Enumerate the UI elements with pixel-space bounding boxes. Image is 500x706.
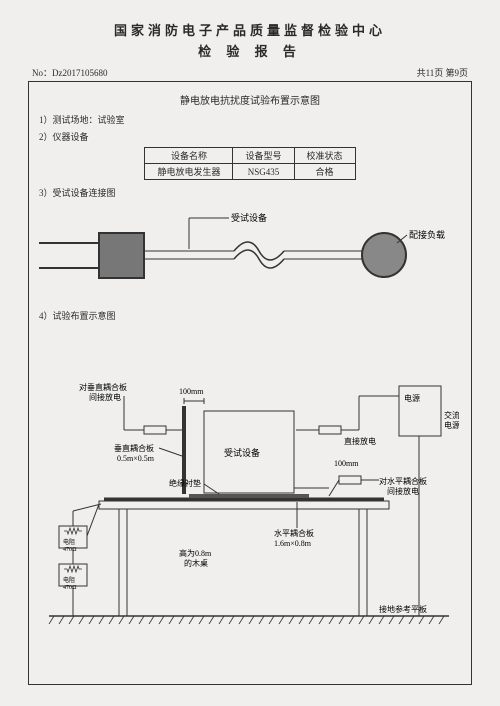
section-2-label: 2）仪器设备 — [39, 130, 461, 143]
hcp-note2: 间接放电 — [387, 486, 419, 496]
td-model: NSG435 — [233, 164, 294, 180]
ground-plane — [49, 616, 449, 624]
meta-row: No：Dz2017105680 共11页 第9页 — [28, 66, 472, 79]
power-ac1: 交流 — [444, 410, 459, 420]
load-circle — [362, 233, 406, 277]
th-status: 校准状态 — [294, 148, 355, 164]
table-row: 静电放电发生器 NSG435 合格 — [145, 164, 355, 180]
no-value: Dz2017105680 — [52, 68, 108, 78]
dim-100-top: 100mm — [179, 387, 204, 396]
s-curve — [234, 242, 284, 260]
hcp-note1: 对水平耦合板 — [379, 476, 427, 486]
hcp-label: 水平耦合板 — [274, 528, 314, 538]
table-h1: 高为0.8m — [179, 548, 212, 558]
report-title: 检 验 报 告 — [28, 41, 472, 60]
table-top — [99, 501, 389, 509]
esd-gun-hcp — [339, 476, 361, 484]
table-h2: 的木桌 — [184, 558, 208, 568]
table-row: 设备名称 设备型号 校准状态 — [145, 148, 355, 164]
org-title: 国家消防电子产品质量监督检验中心 — [28, 20, 472, 39]
ground-label: 接地参考平板 — [379, 604, 427, 614]
leader — [159, 448, 182, 456]
power-label: 电源 — [404, 393, 420, 403]
connection-diagram: 受试设备 配接负载 — [39, 203, 461, 305]
esd-gun-direct — [319, 426, 341, 434]
table-leg — [359, 509, 367, 616]
res-label: 电阻 — [63, 576, 75, 584]
table-leg — [119, 509, 127, 616]
hcp-size: 1.6m×0.8m — [274, 539, 312, 548]
report-page: 国家消防电子产品质量监督检验中心 检 验 报 告 No：Dz2017105680… — [28, 20, 472, 686]
td-name: 静电放电发生器 — [145, 164, 233, 180]
section-4-label: 4）试验布置示意图 — [39, 309, 461, 322]
section-1: 1）测试场地：试验室 — [39, 113, 461, 126]
power-ac2: 电源 — [444, 420, 459, 430]
equipment-table: 设备名称 设备型号 校准状态 静电放电发生器 NSG435 合格 — [144, 147, 355, 180]
vcp-note2: 间接放电 — [89, 392, 121, 402]
page-header: 国家消防电子产品质量监督检验中心 检 验 报 告 — [28, 20, 472, 60]
th-name: 设备名称 — [145, 148, 233, 164]
dut-block — [99, 233, 144, 278]
dut-label: 受试设备 — [224, 447, 260, 458]
wire — [87, 504, 99, 536]
dim-100-r: 100mm — [334, 459, 359, 468]
vcp-label: 垂直耦合板 — [114, 443, 154, 453]
insulating-pad — [189, 494, 309, 498]
doc-number: No：Dz2017105680 — [32, 66, 108, 79]
direct-label: 直接放电 — [344, 436, 376, 446]
res-val: 470Ω — [63, 585, 77, 591]
page-info: 共11页 第9页 — [417, 66, 468, 79]
load-label: 配接负载 — [409, 229, 445, 240]
vcp-size: 0.5m×0.5m — [117, 454, 155, 463]
s-curve — [234, 250, 284, 268]
th-model: 设备型号 — [233, 148, 294, 164]
no-label: No： — [32, 68, 52, 78]
vcp-note1: 对垂直耦合板 — [79, 382, 127, 392]
content-frame: 静电放电抗扰度试验布置示意图 1）测试场地：试验室 2）仪器设备 设备名称 设备… — [28, 81, 472, 685]
res-label: 电阻 — [63, 538, 75, 546]
s1-value: 试验室 — [98, 115, 125, 125]
res-val: 470Ω — [63, 547, 77, 553]
setup-diagram: 接地参考平板 受试设备 100mm — [39, 326, 461, 638]
td-status: 合格 — [294, 164, 355, 180]
esd-gun-left — [144, 426, 166, 434]
section-3-label: 3）受试设备连接图 — [39, 186, 461, 199]
dut-label: 受试设备 — [231, 212, 267, 223]
s1-label: 1）测试场地： — [39, 115, 98, 125]
esd-tip — [329, 480, 339, 496]
pad-label: 绝缘衬垫 — [169, 478, 201, 488]
diagram-title: 静电放电抗扰度试验布置示意图 — [39, 92, 461, 107]
